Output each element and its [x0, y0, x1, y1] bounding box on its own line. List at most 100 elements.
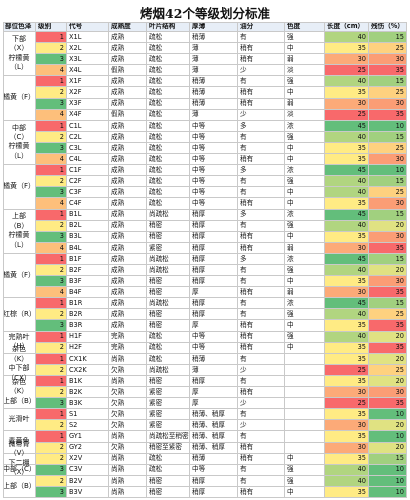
oil-cell[interactable]: 稍有 [238, 43, 285, 55]
level-cell[interactable]: 1 [36, 32, 67, 44]
damage-cell[interactable]: 20 [369, 442, 407, 454]
thickness-cell[interactable]: 稍薄、稍厚 [190, 442, 238, 454]
thickness-cell[interactable]: 稍薄、稍厚 [190, 409, 238, 421]
damage-cell[interactable]: 15 [369, 176, 407, 188]
thickness-cell[interactable]: 稍薄 [190, 353, 238, 365]
level-cell[interactable]: 4 [36, 287, 67, 299]
part-group-cell[interactable]: 红棕（R） [3, 298, 36, 332]
color-cell[interactable] [285, 364, 325, 376]
length-cell[interactable]: 45 [325, 120, 369, 132]
maturity-header[interactable]: 成熟度 [109, 22, 147, 32]
maturity-cell[interactable]: 成熟 [109, 131, 147, 143]
damage-cell[interactable]: 25 [369, 43, 407, 55]
length-cell[interactable]: 35 [325, 375, 369, 388]
maturity-cell[interactable]: 欠熟 [109, 364, 147, 376]
code-cell[interactable]: C3F [67, 187, 109, 199]
code-cell[interactable]: CX1K [67, 353, 109, 365]
length-cell[interactable]: 40 [325, 220, 369, 232]
length-cell[interactable]: 35 [325, 320, 369, 332]
structure-cell[interactable]: 疏松 [147, 32, 190, 44]
thickness-cell[interactable]: 中等 [190, 331, 238, 343]
oil-cell[interactable]: 有 [238, 431, 285, 443]
length-cell[interactable]: 25 [325, 398, 369, 410]
length-cell[interactable]: 30 [325, 420, 369, 432]
code-cell[interactable]: C4F [67, 198, 109, 210]
damage-cell[interactable]: 20 [369, 265, 407, 277]
level-cell[interactable]: 3 [36, 187, 67, 199]
thickness-cell[interactable]: 稍厚 [190, 486, 238, 498]
code-cell[interactable]: B4F [67, 287, 109, 299]
part-group-cell[interactable]: 光滑叶 [3, 409, 36, 432]
part-group-cell[interactable]: 上部（B） [3, 475, 36, 498]
oil-cell[interactable]: 多 [238, 253, 285, 265]
thickness-header[interactable]: 厚薄 [190, 22, 238, 32]
structure-cell[interactable]: 稍密 [147, 320, 190, 332]
color-cell[interactable] [285, 353, 325, 365]
thickness-cell[interactable]: 稍厚 [190, 209, 238, 221]
structure-cell[interactable]: 稍密 [147, 276, 190, 288]
code-cell[interactable]: B3K [67, 398, 109, 410]
code-cell[interactable]: X4L [67, 65, 109, 77]
oil-cell[interactable]: 有 [238, 375, 285, 388]
level-cell[interactable]: 3 [36, 142, 67, 155]
thickness-cell[interactable]: 厚 [190, 387, 238, 399]
code-cell[interactable]: X4F [67, 109, 109, 121]
length-cell[interactable]: 35 [325, 276, 369, 288]
oil-cell[interactable]: 有 [238, 32, 285, 44]
maturity-cell[interactable]: 欠熟 [109, 387, 147, 399]
oil-cell[interactable]: 稍有 [238, 387, 285, 399]
thickness-cell[interactable]: 中等 [190, 120, 238, 132]
color-cell[interactable]: 中 [285, 486, 325, 498]
level-cell[interactable]: 3 [36, 276, 67, 288]
length-header[interactable]: 长度（cm） [325, 22, 369, 32]
structure-header[interactable]: 叶片结构 [147, 22, 190, 32]
damage-cell[interactable]: 35 [369, 242, 407, 254]
part-group-cell[interactable]: 橘黄（F） [3, 76, 36, 121]
damage-cell[interactable]: 15 [369, 32, 407, 44]
thickness-cell[interactable]: 稍厚 [190, 475, 238, 487]
thickness-cell[interactable]: 薄 [190, 43, 238, 55]
maturity-cell[interactable]: 成熟 [109, 154, 147, 166]
color-cell[interactable] [285, 409, 325, 421]
length-cell[interactable]: 30 [325, 54, 369, 66]
level-cell[interactable]: 3 [36, 398, 67, 410]
damage-cell[interactable]: 30 [369, 387, 407, 399]
code-cell[interactable]: CX2K [67, 364, 109, 376]
code-cell[interactable]: X2F [67, 87, 109, 99]
thickness-cell[interactable]: 厚 [190, 398, 238, 410]
code-cell[interactable]: H1F [67, 331, 109, 343]
code-cell[interactable]: X2L [67, 43, 109, 55]
level-cell[interactable]: 1 [36, 298, 67, 310]
damage-cell[interactable]: 10 [369, 486, 407, 498]
structure-cell[interactable]: 稍密 [147, 309, 190, 321]
length-cell[interactable]: 40 [325, 187, 369, 199]
level-cell[interactable]: 3 [36, 464, 67, 476]
damage-cell[interactable]: 15 [369, 209, 407, 221]
part-group-cell[interactable]: 橘黄（F） [3, 253, 36, 299]
length-cell[interactable]: 40 [325, 475, 369, 487]
maturity-cell[interactable]: 成熟 [109, 287, 147, 299]
code-cell[interactable]: B1K [67, 375, 109, 388]
part-header[interactable]: 部位色泽 [3, 22, 36, 32]
maturity-cell[interactable]: 成熟 [109, 32, 147, 44]
maturity-cell[interactable]: 尚熟 [109, 453, 147, 465]
oil-cell[interactable]: 稍有 [238, 87, 285, 99]
oil-cell[interactable]: 稍有 [238, 242, 285, 254]
code-header[interactable]: 代号 [67, 22, 109, 32]
structure-cell[interactable]: 稍密 [147, 287, 190, 299]
level-cell[interactable]: 1 [36, 331, 67, 343]
code-cell[interactable]: B3L [67, 231, 109, 243]
length-cell[interactable]: 30 [325, 387, 369, 399]
length-cell[interactable]: 35 [325, 198, 369, 210]
damage-cell[interactable]: 35 [369, 109, 407, 121]
damage-cell[interactable]: 30 [369, 231, 407, 243]
structure-cell[interactable]: 疏松 [147, 342, 190, 354]
part-group-cell[interactable]: 杂色（K） 上部（B） [3, 375, 36, 410]
level-cell[interactable]: 1 [36, 76, 67, 88]
structure-cell[interactable]: 疏松 [147, 176, 190, 188]
damage-cell[interactable]: 10 [369, 431, 407, 443]
thickness-cell[interactable]: 中等 [190, 198, 238, 210]
part-group-cell[interactable]: 上部 （B） 柠檬黄 （L） [3, 209, 36, 254]
structure-cell[interactable]: 疏松 [147, 109, 190, 121]
damage-cell[interactable]: 35 [369, 398, 407, 410]
